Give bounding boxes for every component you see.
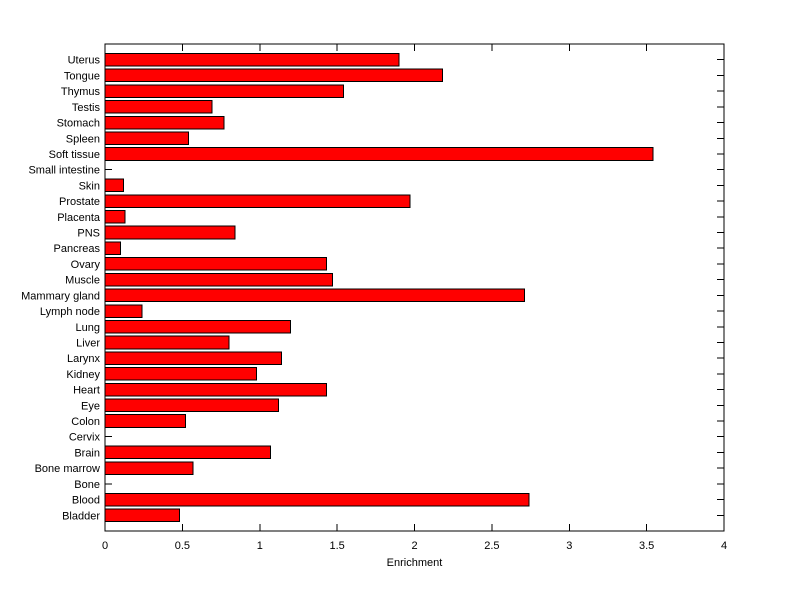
y-category-label: Liver bbox=[76, 337, 100, 349]
y-category-label: Mammary gland bbox=[21, 290, 100, 302]
plot-box bbox=[104, 43, 725, 532]
y-category-label: Tongue bbox=[64, 70, 100, 82]
bar bbox=[104, 508, 180, 523]
bar bbox=[104, 367, 258, 381]
bar bbox=[104, 147, 654, 161]
bar bbox=[104, 194, 411, 208]
y-category-label: Bladder bbox=[62, 510, 100, 522]
axis-labels: Uterus Tongue Thymus Testis Stomach Spleen Sof… bbox=[21, 55, 727, 552]
y-category-label: Larynx bbox=[67, 353, 101, 365]
y-category-label: Thymus bbox=[61, 86, 101, 98]
bar bbox=[104, 382, 327, 397]
bar bbox=[104, 225, 236, 240]
y-category-label: Kidney bbox=[66, 369, 100, 381]
x-tick-label: 1.5 bbox=[329, 540, 344, 552]
y-category-label: Skin bbox=[79, 180, 100, 192]
y-category-label: Eye bbox=[81, 400, 100, 412]
y-category-label: Colon bbox=[71, 416, 100, 428]
bar bbox=[104, 100, 213, 114]
bar bbox=[104, 131, 190, 146]
y-category-label: Pancreas bbox=[54, 243, 101, 255]
x-tick-label: 2.5 bbox=[484, 540, 499, 552]
y-category-label: Blood bbox=[72, 495, 100, 507]
bar-series bbox=[104, 52, 654, 523]
x-tick-label: 0 bbox=[102, 540, 108, 552]
y-category-label: Stomach bbox=[57, 118, 100, 130]
bar bbox=[104, 398, 279, 413]
y-category-label: Heart bbox=[73, 385, 100, 397]
bar bbox=[104, 319, 292, 334]
bar bbox=[104, 68, 443, 83]
bar bbox=[104, 210, 126, 224]
bar bbox=[104, 492, 530, 507]
x-tick-label: 3.5 bbox=[639, 540, 654, 552]
x-tick-label: 3 bbox=[566, 540, 572, 552]
y-category-label: Lung bbox=[76, 322, 100, 334]
bar bbox=[104, 461, 194, 475]
y-category-label: Small intestine bbox=[28, 165, 100, 177]
bar bbox=[104, 304, 143, 318]
bar bbox=[104, 445, 272, 460]
bar bbox=[104, 335, 230, 350]
bar bbox=[104, 351, 282, 365]
bar bbox=[104, 241, 121, 256]
bar bbox=[104, 178, 125, 193]
bar bbox=[104, 257, 327, 271]
bar bbox=[104, 84, 344, 98]
y-category-label: PNS bbox=[77, 228, 100, 240]
bar bbox=[104, 115, 225, 130]
bar bbox=[104, 288, 525, 303]
x-axis-label: Enrichment bbox=[387, 557, 443, 569]
y-category-label: Muscle bbox=[65, 275, 100, 287]
y-category-label: Prostate bbox=[59, 196, 100, 208]
y-category-label: Lymph node bbox=[40, 306, 100, 318]
y-category-label: Bone marrow bbox=[35, 463, 100, 475]
y-category-label: Uterus bbox=[68, 55, 101, 67]
y-category-label: Spleen bbox=[66, 133, 100, 145]
y-category-label: Cervix bbox=[69, 432, 101, 444]
y-category-label: Bone bbox=[74, 479, 100, 491]
y-category-label: Placenta bbox=[57, 212, 101, 224]
y-category-label: Soft tissue bbox=[49, 149, 100, 161]
x-tick-label: 0.5 bbox=[175, 540, 190, 552]
x-tick-label: 1 bbox=[257, 540, 263, 552]
bar bbox=[104, 52, 400, 67]
y-category-label: Brain bbox=[74, 447, 100, 459]
x-tick-label: 2 bbox=[411, 540, 417, 552]
bar bbox=[104, 272, 333, 287]
axis-box-and-ticks bbox=[104, 43, 725, 532]
bar bbox=[104, 414, 186, 428]
y-category-label: Ovary bbox=[71, 259, 101, 271]
x-tick-label: 4 bbox=[721, 540, 727, 552]
y-category-label: Testis bbox=[72, 102, 101, 114]
